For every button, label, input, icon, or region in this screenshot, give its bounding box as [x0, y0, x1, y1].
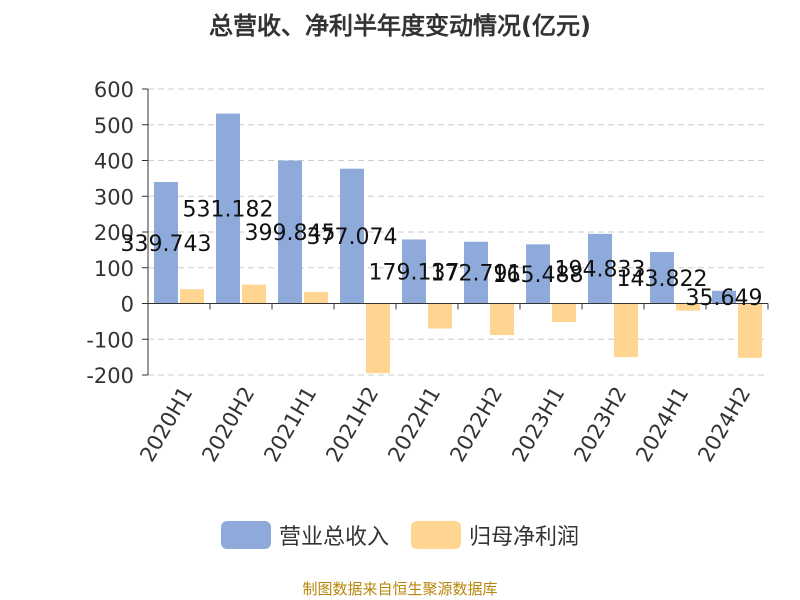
profit-bar [304, 292, 328, 304]
revenue-data-label: 377.074 [307, 225, 398, 250]
legend-item-revenue[interactable]: 营业总收入 [220, 519, 389, 551]
revenue-bar [588, 233, 612, 304]
profit-bar [676, 303, 700, 311]
profit-bar [366, 303, 390, 374]
legend: 营业总收入 归母净利润 [0, 519, 800, 551]
x-tick-label: 2020H2 [197, 383, 259, 467]
y-tick-label: 200 [94, 221, 134, 245]
y-tick-label: -100 [86, 328, 134, 352]
revenue-bar [650, 252, 674, 304]
revenue-bar [402, 239, 426, 304]
x-tick-label: 2024H1 [631, 383, 693, 467]
x-tick-label: 2024H2 [693, 383, 755, 467]
data-source-note: 制图数据来自恒生聚源数据库 [302, 580, 498, 598]
profit-bar [428, 303, 452, 329]
revenue-bar [154, 182, 178, 304]
x-tick-label: 2023H2 [569, 383, 631, 467]
legend-swatch-profit [411, 521, 461, 549]
legend-item-profit[interactable]: 归母净利润 [411, 519, 579, 551]
x-tick-label: 2022H2 [445, 383, 507, 467]
y-tick-label: -200 [86, 364, 134, 388]
x-tick-label: 2021H2 [321, 383, 383, 467]
y-tick-label: 500 [94, 114, 134, 138]
y-tick-label: 0 [121, 293, 134, 317]
revenue-bar [712, 290, 736, 304]
revenue-data-label: 179.137 [369, 260, 460, 285]
revenue-data-label: 143.822 [617, 267, 708, 292]
revenue-data-label: 194.833 [555, 258, 646, 283]
profit-bar [552, 303, 576, 323]
revenue-data-label: 165.488 [493, 263, 584, 288]
legend-label-revenue: 营业总收入 [278, 525, 389, 550]
y-tick-label: 600 [94, 78, 134, 102]
x-tick-label: 2023H1 [507, 383, 569, 467]
revenue-bar [340, 168, 364, 304]
profit-bar [490, 303, 514, 335]
revenue-data-label: 339.743 [121, 232, 212, 257]
x-tick-label: 2020H1 [135, 383, 197, 467]
revenue-data-label: 35.649 [686, 286, 763, 311]
x-tick-label: 2021H1 [259, 383, 321, 467]
revenue-bar [464, 241, 488, 304]
y-tick-label: 300 [94, 185, 134, 209]
chart-title: 总营收、净利半年度变动情况(亿元) [209, 12, 591, 40]
revenue-bar [526, 244, 550, 304]
revenue-data-label: 172.791 [431, 262, 522, 287]
revenue-data-label: 399.845 [245, 221, 336, 246]
revenue-data-label: 531.182 [183, 198, 274, 223]
y-tick-label: 400 [94, 150, 134, 174]
profit-bar [242, 284, 266, 304]
legend-label-profit: 归母净利润 [469, 525, 580, 550]
profit-bar [738, 303, 762, 358]
y-tick-label: 100 [94, 257, 134, 281]
legend-swatch-revenue [220, 521, 271, 549]
profit-bar [614, 303, 638, 358]
x-tick-label: 2022H1 [383, 383, 445, 467]
revenue-bar [278, 160, 302, 304]
profit-bar [180, 289, 204, 304]
revenue-bar [216, 113, 240, 304]
